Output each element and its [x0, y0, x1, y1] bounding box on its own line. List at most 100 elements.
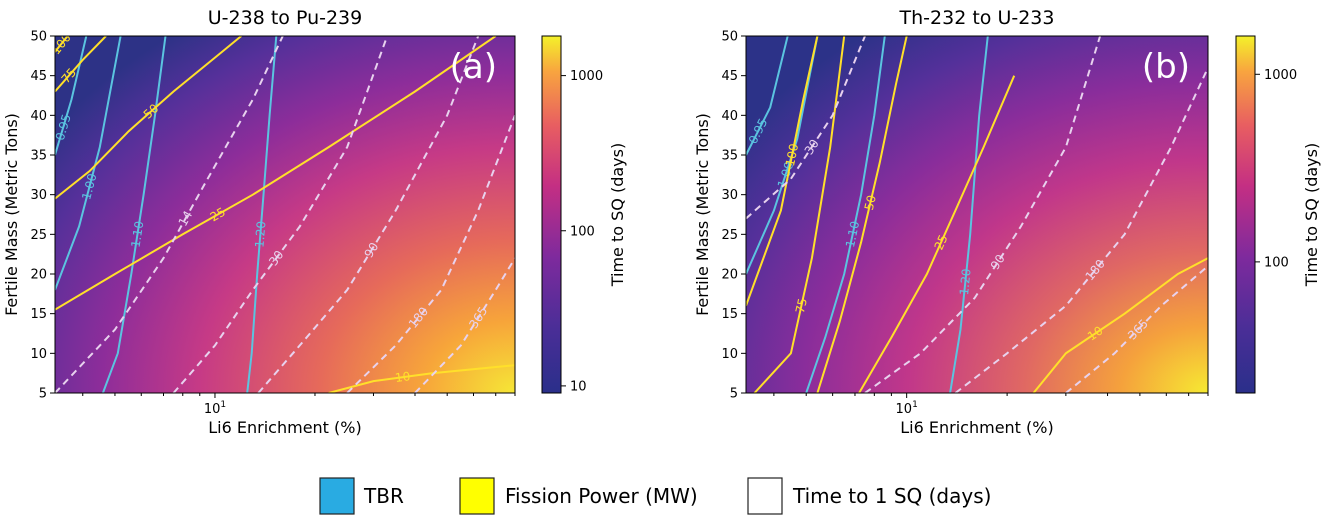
fission-power-contour-10: [1032, 257, 1208, 393]
chart-panel-b: Th-232 to U-2330.951.001.101.20102550751…: [693, 7, 1321, 437]
y-axis-label: Fertile Mass (Metric Tons): [693, 113, 712, 316]
tbr-contour-label: 1.10: [129, 220, 147, 249]
y-tick-label: 25: [721, 228, 738, 243]
fission-power-contour-100: [55, 36, 69, 53]
x-axis-label: Li6 Enrichment (%): [900, 418, 1053, 437]
tbr-contour-label: 1.20: [957, 268, 974, 296]
time-to-sq-contour-365: [414, 257, 515, 393]
x-tick-label: 101: [204, 400, 226, 417]
time-to-sq-contour-30: [172, 36, 389, 393]
chart-title: U-238 to Pu-239: [208, 7, 362, 29]
fission-power-contour-75: [55, 36, 107, 93]
time-to-sq-contour-90: [257, 36, 480, 393]
colorbar-gradient: [541, 35, 562, 394]
legend-item: Fission Power (MW): [459, 477, 698, 515]
legend-swatch: [459, 477, 495, 515]
chart-title: Th-232 to U-233: [899, 7, 1055, 29]
fission-power-contour-label: 10: [394, 369, 411, 385]
tbr-contour-label: 1.20: [252, 220, 268, 248]
time-to-sq-contour-90: [864, 36, 1102, 393]
fission-power-contour-75: [753, 36, 846, 393]
legend: TBR Fission Power (MW) Time to 1 SQ (days): [319, 477, 991, 515]
fission-power-contour-100: [746, 36, 819, 307]
tbr-contour-1.10: [805, 36, 886, 393]
fission-power-contour-label: 100: [783, 142, 801, 167]
y-tick-label: 25: [30, 228, 47, 243]
tbr-contour-1.00: [746, 36, 819, 275]
fission-power-contour-label: 25: [208, 205, 228, 225]
legend-label: Time to 1 SQ (days): [792, 484, 991, 508]
tbr-contour-0.95: [746, 36, 789, 156]
legend-item: Time to 1 SQ (days): [747, 477, 991, 515]
fission-power-contour-25: [858, 75, 1016, 393]
y-tick-label: 45: [30, 69, 47, 84]
time-to-sq-contour-14: [55, 36, 284, 393]
fission-power-contour-50: [55, 36, 242, 200]
y-tick-label: 40: [721, 109, 738, 124]
fission-power-contour-25: [55, 36, 497, 311]
fission-power-contour-label: 25: [932, 232, 951, 252]
panel-label: (a): [450, 47, 497, 87]
colorbar-tick-label: 100: [1264, 255, 1289, 270]
y-tick-label: 30: [721, 188, 738, 203]
y-tick-label: 40: [30, 109, 47, 124]
y-tick-label: 45: [721, 69, 738, 84]
legend-swatch: [747, 477, 783, 515]
fission-power-contour-50: [816, 36, 908, 393]
y-tick-label: 35: [721, 149, 738, 164]
time-to-sq-contour-365: [1065, 265, 1208, 393]
colorbar-gradient: [1235, 35, 1256, 394]
tbr-contour-0.95: [55, 36, 88, 156]
y-tick-label: 5: [39, 387, 47, 402]
fission-power-contour-label: 50: [862, 194, 879, 212]
colorbar-label: Time to SQ (days): [608, 143, 627, 287]
y-axis-label: Fertile Mass (Metric Tons): [2, 113, 21, 316]
tbr-contour-1.20: [949, 36, 989, 393]
x-tick-label: 101: [896, 400, 918, 417]
tbr-contour-label: 1.00: [79, 172, 99, 201]
time-to-sq-contour-label: 30: [802, 137, 822, 157]
time-to-sq-contour-label: 90: [361, 240, 381, 260]
y-tick-label: 15: [721, 307, 738, 322]
legend-item: TBR: [319, 477, 404, 515]
y-tick-label: 35: [30, 149, 47, 164]
colorbar-tick-label: 1000: [1264, 68, 1297, 83]
tbr-contour-1.10: [101, 36, 167, 393]
tbr-contour-1.20: [246, 36, 278, 393]
heatmap-surface: [55, 36, 515, 393]
legend-swatch: [319, 477, 355, 515]
y-tick-label: 5: [730, 387, 738, 402]
time-to-sq-contour-label: 90: [988, 252, 1008, 272]
y-tick-label: 20: [30, 268, 47, 283]
colorbar: 10 100 1000 Time to SQ (days): [541, 35, 627, 394]
plot-frame: [745, 35, 1209, 394]
legend-label: TBR: [363, 484, 404, 508]
y-tick-label: 50: [721, 30, 738, 45]
legend-label: Fission Power (MW): [505, 484, 698, 508]
plot-frame: [54, 35, 516, 394]
y-tick-label: 20: [721, 268, 738, 283]
y-tick-label: 10: [721, 347, 738, 362]
y-tick-label: 30: [30, 188, 47, 203]
time-to-sq-contour-label: 14: [176, 208, 196, 228]
panel-label: (b): [1142, 47, 1190, 87]
y-tick-label: 10: [30, 347, 47, 362]
x-axis-label: Li6 Enrichment (%): [208, 418, 361, 437]
time-to-sq-contour-180: [954, 67, 1208, 393]
tbr-contour-label: 1.10: [843, 220, 862, 249]
tbr-contour-1.00: [55, 36, 122, 291]
colorbar-tick-label: 1000: [570, 69, 603, 84]
fission-power-contour-label: 75: [793, 297, 810, 315]
y-tick-label: 50: [30, 30, 47, 45]
colorbar-label: Time to SQ (days): [1302, 143, 1321, 287]
heatmap-surface: [746, 36, 1208, 393]
colorbar: 100 1000 Time to SQ (days): [1235, 35, 1321, 394]
time-to-sq-contour-30: [746, 36, 866, 220]
fission-power-contour-10: [328, 364, 515, 393]
colorbar-tick-label: 10: [570, 379, 587, 394]
colorbar-tick-label: 100: [570, 224, 595, 239]
y-tick-label: 15: [30, 307, 47, 322]
